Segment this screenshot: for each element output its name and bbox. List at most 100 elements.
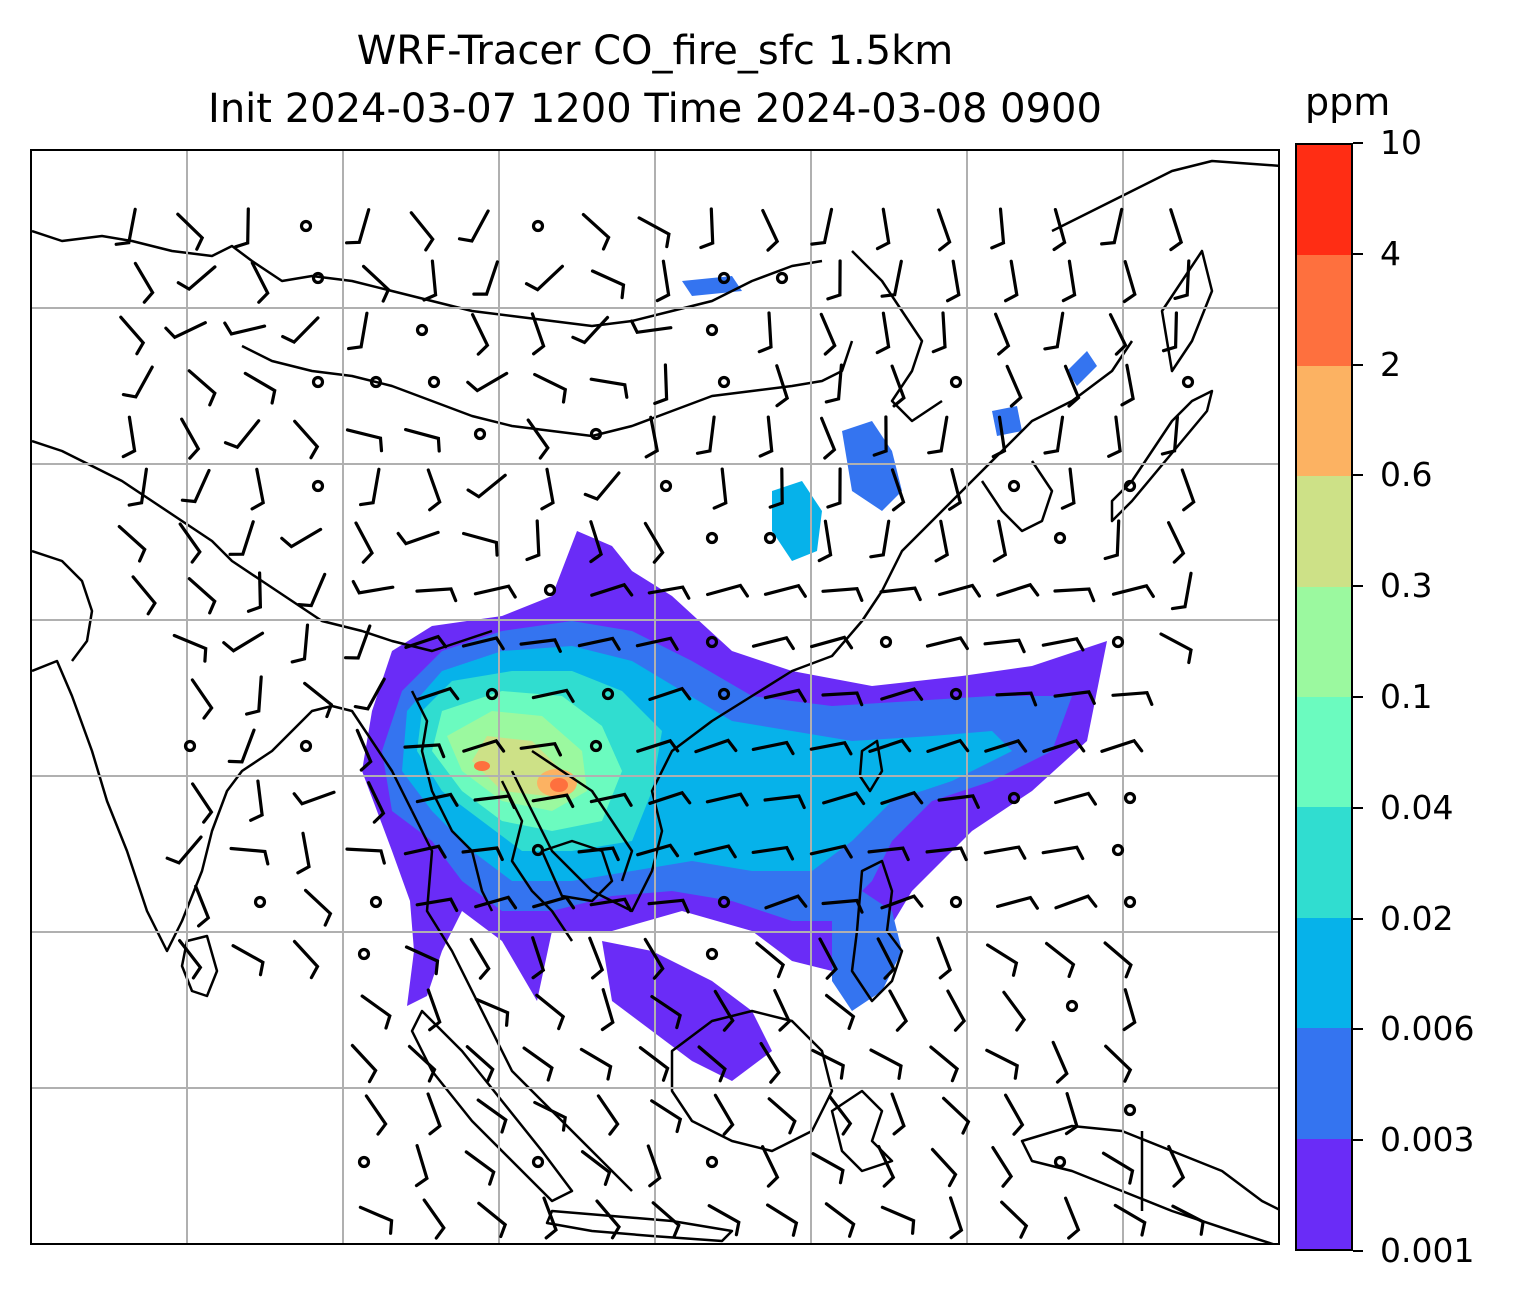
wind-barb	[948, 467, 963, 511]
wind-barb	[1161, 311, 1178, 353]
colorbar-label: 2	[1380, 344, 1401, 384]
coastline-layer	[32, 159, 1278, 1243]
wind-barb	[938, 583, 981, 598]
wind-barb	[643, 521, 665, 564]
coastline-newguinea	[1020, 1124, 1278, 1243]
colorbar-segment-6	[1297, 476, 1351, 587]
wind-barb	[354, 521, 374, 564]
wind-barb	[1170, 571, 1193, 611]
calm-wind-marker	[879, 635, 893, 649]
wind-barb	[936, 936, 953, 980]
wind-barb	[1002, 990, 1027, 1032]
colorbar-label: 0.006	[1380, 1009, 1475, 1049]
wind-barb	[1004, 1093, 1025, 1136]
coastline-japan-north	[1160, 249, 1214, 373]
colorbar-tick	[1353, 806, 1363, 809]
wind-barb	[531, 793, 575, 808]
wind-barb	[811, 1048, 845, 1080]
coastline-sumatra	[410, 1009, 574, 1203]
wind-barb	[347, 311, 369, 351]
wind-barb	[879, 586, 922, 602]
wind-barb	[172, 633, 208, 663]
calm-wind-marker	[705, 1155, 719, 1169]
wind-barb	[367, 781, 386, 824]
wind-barb	[178, 522, 202, 564]
wind-barb	[229, 846, 270, 866]
wind-barb	[535, 993, 566, 1031]
coastline-philippines	[850, 859, 904, 1003]
wind-barb	[581, 213, 611, 251]
wind-barb	[404, 634, 448, 649]
wind-barb	[353, 677, 386, 711]
wind-barb	[821, 898, 864, 914]
wind-barb	[751, 740, 795, 756]
wind-barb	[530, 312, 546, 356]
wind-barb	[351, 580, 395, 595]
wind-barb	[249, 779, 264, 822]
coastline-srilanka	[180, 934, 219, 998]
calm-wind-marker	[1123, 895, 1137, 909]
wind-barb	[880, 790, 924, 805]
plume-north-2	[772, 481, 822, 561]
wind-barb	[828, 1094, 853, 1136]
wind-barb	[877, 1145, 896, 1188]
wind-barb	[942, 1096, 971, 1135]
wind-barb	[713, 989, 735, 1032]
wind-barb	[705, 792, 749, 807]
wind-barb	[462, 531, 499, 557]
wind-barb	[290, 623, 310, 664]
calm-wind-marker	[589, 427, 603, 441]
wind-barb	[991, 415, 1007, 459]
calm-wind-marker	[705, 947, 719, 961]
wind-barb	[461, 636, 505, 651]
wind-barb	[465, 1045, 495, 1083]
calm-wind-marker	[1053, 531, 1067, 545]
wind-barb	[868, 738, 912, 753]
coastline-russia	[1051, 159, 1278, 233]
wind-barb	[472, 260, 499, 296]
map-panel[interactable]	[30, 149, 1280, 1245]
wind-barb	[590, 582, 634, 597]
calm-wind-marker	[357, 947, 371, 961]
calm-wind-marker	[531, 219, 545, 233]
wind-barb	[474, 895, 518, 910]
colorbar-tick	[1353, 252, 1363, 255]
wind-barb	[246, 571, 263, 613]
wind-barb	[810, 635, 854, 650]
wind-barb	[600, 988, 615, 1032]
wind-barb	[820, 416, 837, 460]
wind-barb	[869, 519, 891, 559]
wind-barb	[228, 520, 255, 556]
wind-barb	[655, 259, 671, 303]
wind-barb	[524, 264, 564, 292]
wind-barb	[1167, 1145, 1186, 1188]
wind-barb	[763, 583, 807, 598]
wind-barb	[1041, 637, 1085, 652]
wind-barb	[647, 898, 690, 914]
border-thailand	[500, 780, 574, 942]
wind-barb	[473, 794, 516, 810]
wind-barb	[927, 415, 949, 455]
wind-barb	[867, 846, 910, 862]
colorbar-segment-3	[1297, 807, 1351, 918]
wind-barb	[531, 688, 575, 703]
colorbar-tick	[1353, 474, 1363, 477]
wind-barb	[121, 365, 154, 399]
wind-barb	[133, 261, 155, 304]
wind-barb	[297, 572, 327, 608]
colorbar-unit: ppm	[1305, 80, 1391, 124]
wind-barb	[984, 739, 1028, 753]
wind-barb	[362, 264, 391, 303]
wind-barb	[637, 216, 671, 249]
wind-barb	[925, 636, 969, 651]
wind-barb	[360, 994, 392, 1030]
wind-barb	[580, 1150, 612, 1186]
wind-barb	[1004, 259, 1019, 303]
plume-north-1	[842, 421, 902, 511]
wind-barb	[758, 415, 774, 458]
wind-barb	[304, 888, 333, 927]
wind-barb	[1052, 208, 1067, 252]
wind-barb	[653, 363, 669, 405]
calm-wind-marker	[1053, 1155, 1067, 1169]
wind-barb	[1054, 791, 1097, 806]
